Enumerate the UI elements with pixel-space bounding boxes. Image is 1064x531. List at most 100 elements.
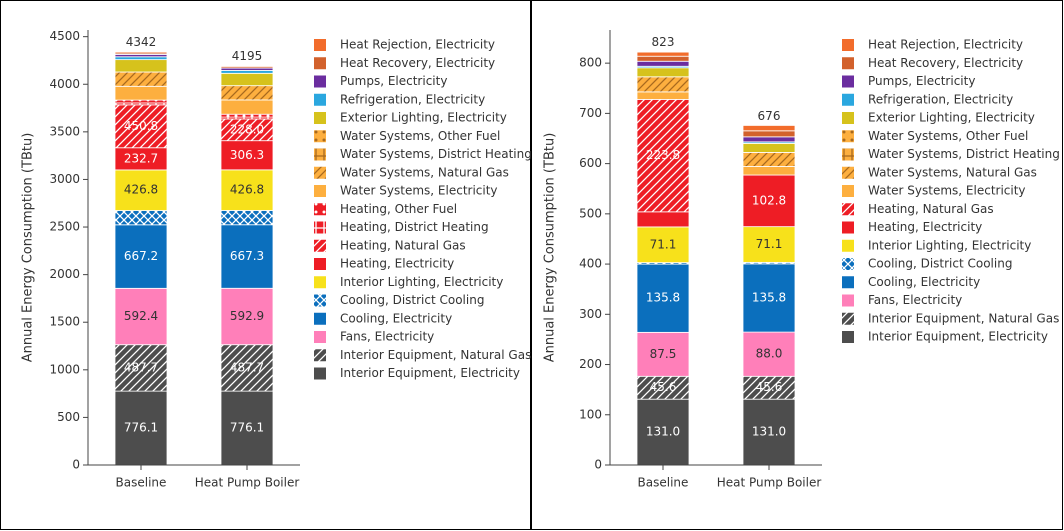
legend-swatch [842, 276, 854, 289]
legend-swatch [314, 93, 326, 106]
segment-label: 45.6 [650, 380, 677, 394]
segment-label: 71.1 [650, 237, 677, 251]
legend-swatch [842, 239, 854, 252]
bar-segment [636, 99, 690, 213]
y-tick-label: 500 [579, 206, 602, 220]
legend-label: Interior Lighting, Electricity [868, 238, 1031, 252]
legend-label: Cooling, District Cooling [868, 257, 1012, 271]
y-tick-label: 0 [72, 458, 80, 472]
bar-segment [742, 125, 796, 132]
bar-segment [114, 59, 168, 73]
segment-label: 71.1 [756, 237, 783, 251]
legend-swatch [314, 148, 326, 161]
legend-swatch [842, 331, 854, 343]
x-tick-label: Heat Pump Boiler [717, 476, 822, 490]
bar-segment [636, 76, 690, 93]
legend-swatch [842, 221, 854, 234]
bar-segment [742, 166, 796, 176]
legend-label: Water Systems, District Heating [340, 147, 532, 161]
legend-swatch [842, 93, 854, 106]
segment-label: 487.7 [230, 360, 264, 374]
y-tick-label: 700 [579, 106, 602, 120]
y-tick-label: 4500 [49, 29, 80, 43]
bar-segment [220, 99, 274, 115]
legend-swatch [842, 130, 854, 143]
legend-swatch [314, 349, 326, 362]
segment-label: 667.3 [230, 249, 264, 263]
y-tick-label: 1000 [49, 362, 80, 376]
total-label: 4195 [232, 49, 263, 63]
bar-segment [742, 142, 796, 153]
bar-segment [636, 263, 690, 333]
y-tick-label: 2000 [49, 267, 80, 281]
y-axis-title: Annual Energy Consumption (TBtu) [543, 133, 558, 363]
legend-swatch [842, 185, 854, 197]
legend-swatch [314, 203, 326, 216]
segment-label: 776.1 [230, 421, 264, 435]
segment-label: 228.0 [230, 122, 264, 136]
legend-swatch [314, 130, 326, 143]
x-tick-label: Baseline [638, 476, 689, 490]
legend-label: Water Systems, Natural Gas [868, 165, 1037, 179]
legend-swatch [314, 312, 326, 325]
bar-segment [636, 51, 690, 57]
legend-label: Heating, Other Fuel [340, 202, 457, 216]
bar-segment [220, 390, 274, 466]
legend-label: Cooling, Electricity [868, 275, 980, 289]
bar-segment [220, 140, 274, 171]
segment-label: 306.3 [230, 148, 264, 162]
bar-segment [114, 85, 168, 101]
bar-segment [636, 55, 690, 62]
legend-swatch [314, 166, 326, 179]
legend-label: Interior Equipment, Electricity [868, 330, 1048, 344]
segment-label: 223.8 [646, 148, 680, 162]
legend-swatch [842, 166, 854, 179]
panel-border [531, 0, 1063, 530]
segment-label: 131.0 [646, 425, 680, 439]
bar-segment [636, 211, 690, 228]
legend-label: Heating, Natural Gas [868, 202, 994, 216]
legend-swatch [314, 294, 326, 307]
legend-label: Water Systems, Natural Gas [340, 165, 509, 179]
y-tick-label: 2500 [49, 220, 80, 234]
y-axis-title: Annual Energy Consumption (TBtu) [21, 133, 36, 363]
y-tick-label: 400 [579, 257, 602, 271]
legend-swatch [314, 39, 326, 51]
y-tick-label: 300 [579, 307, 602, 321]
legend-label: Heating, District Heating [340, 220, 489, 234]
legend-swatch [314, 185, 326, 197]
bar-segment [114, 56, 168, 61]
bar-segment [636, 91, 690, 100]
bar-segment [114, 344, 168, 392]
segment-label: 102.8 [752, 193, 786, 207]
legend-swatch [314, 367, 326, 380]
bar-segment [742, 263, 796, 333]
legend-label: Heat Recovery, Electricity [340, 56, 495, 70]
bar-segment [636, 398, 690, 466]
segment-label: 45.6 [756, 380, 783, 394]
legend-label: Exterior Lighting, Electricity [868, 111, 1035, 125]
segment-label: 592.4 [124, 309, 158, 323]
legend-swatch [314, 258, 326, 270]
legend-swatch [842, 203, 854, 216]
legend-label: Interior Equipment, Natural Gas [340, 348, 531, 362]
y-tick-label: 100 [579, 407, 602, 421]
legend-label: Cooling, Electricity [340, 311, 452, 325]
bar-segment [220, 85, 274, 101]
legend-swatch [842, 57, 854, 70]
bar-segment [114, 224, 168, 289]
legend-swatch [842, 148, 854, 161]
y-tick-label: 3000 [49, 172, 80, 186]
legend-label: Refrigeration, Electricity [340, 92, 485, 106]
y-tick-label: 3500 [49, 124, 80, 138]
bar-segment [636, 60, 690, 67]
total-label: 823 [652, 35, 675, 49]
bar-segment [220, 72, 274, 87]
legend-swatch [314, 112, 326, 124]
legend-label: Interior Equipment, Electricity [340, 366, 520, 380]
legend-swatch [314, 239, 326, 252]
legend-label: Heating, Natural Gas [340, 238, 466, 252]
bar-segment [742, 130, 796, 138]
